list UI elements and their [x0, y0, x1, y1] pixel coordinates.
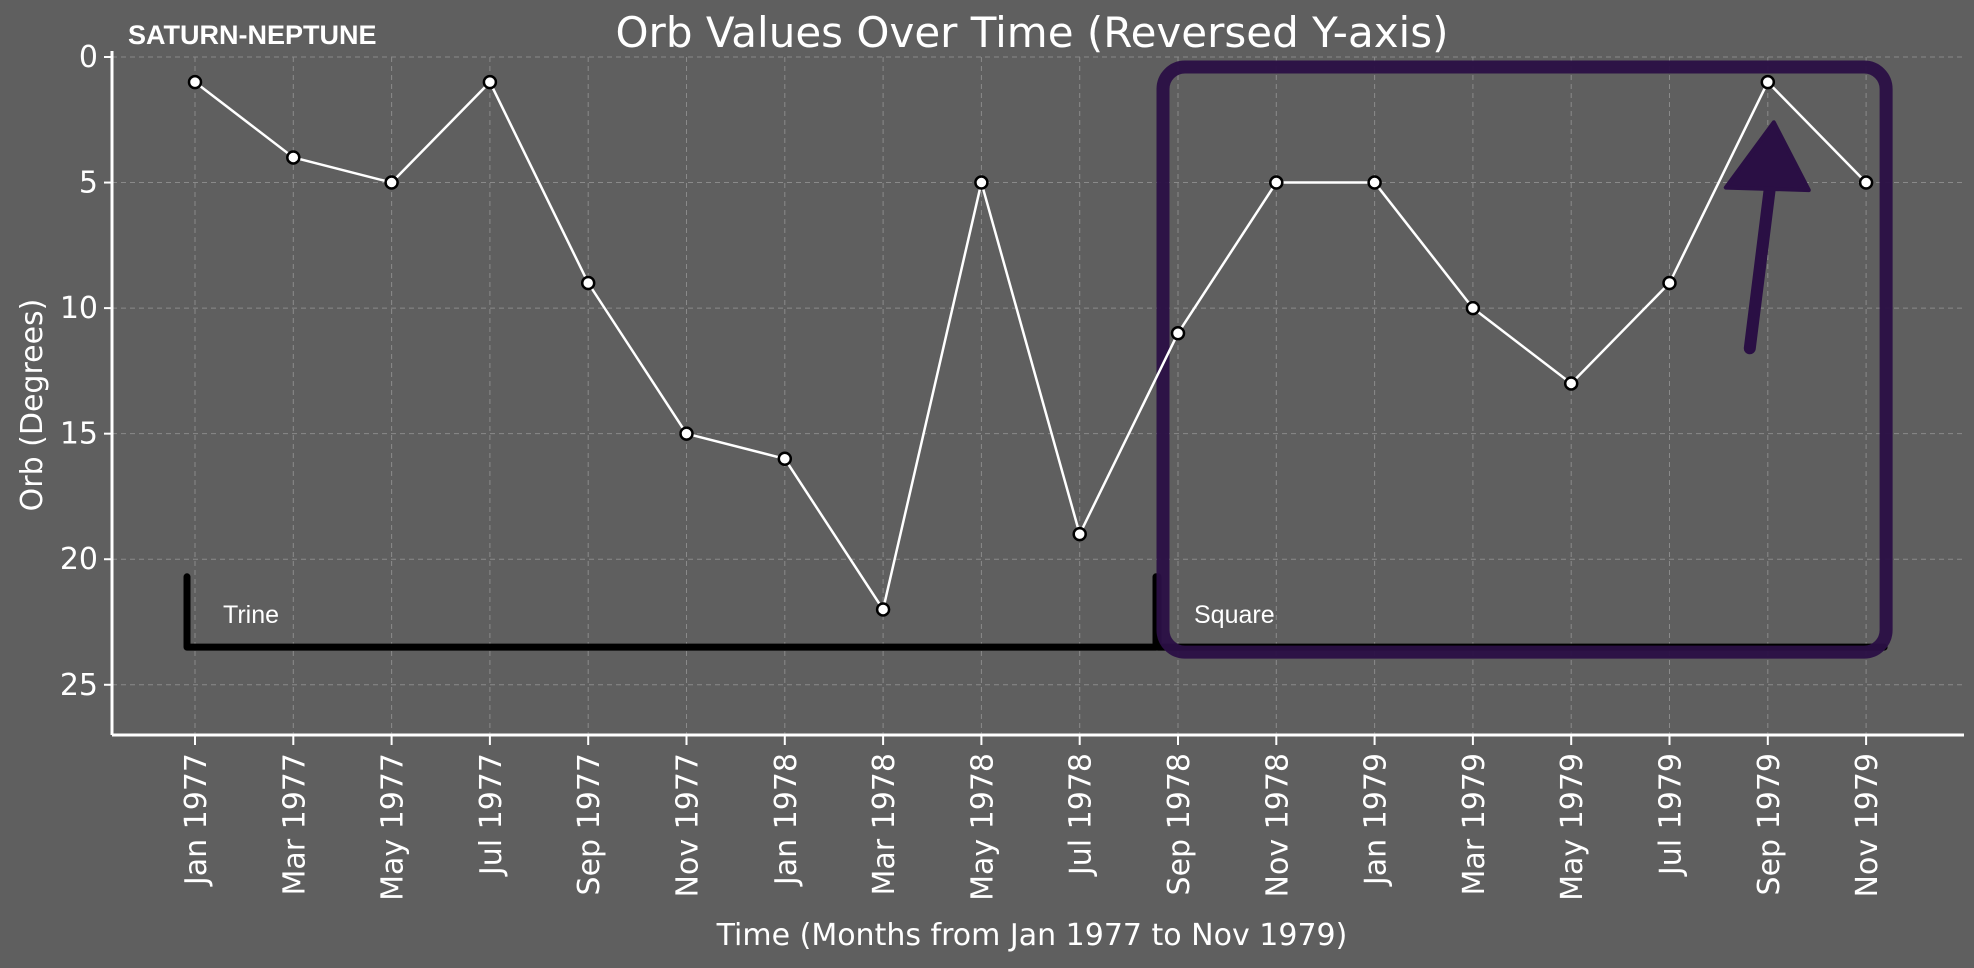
- x-tick-label: Jul 1978: [1064, 753, 1099, 877]
- highlight-arrow-head: [1723, 120, 1811, 193]
- x-tick-label: Jan 1979: [1359, 753, 1394, 887]
- x-tick-label: Mar 1979: [1457, 753, 1492, 896]
- axes-layer: [104, 51, 1964, 745]
- data-point: [384, 175, 399, 190]
- x-tick-label: May 1979: [1555, 753, 1590, 901]
- data-point: [875, 602, 891, 617]
- x-tick-label: Jul 1979: [1654, 753, 1689, 877]
- x-tick-label: Nov 1977: [671, 753, 706, 897]
- data-point: [679, 426, 694, 441]
- y-tick-label: 20: [60, 542, 98, 577]
- highlight-box: [1156, 60, 1893, 659]
- x-tick-label: Sep 1979: [1752, 753, 1787, 895]
- data-point: [1662, 275, 1677, 291]
- x-tick-label: May 1978: [965, 753, 1000, 901]
- x-tick-label: Sep 1978: [1162, 753, 1197, 895]
- data-point: [1858, 175, 1874, 190]
- x-tick-label: Mar 1977: [277, 753, 312, 896]
- x-tick-label: Jan 1978: [769, 753, 804, 887]
- tick-label-layer: Jan 1977 Mar 1977 May 1977 Jul 1977 Sep 1977…: [60, 40, 1885, 901]
- x-axis-title: Time (Months from Jan 1977 to Nov 1979): [716, 918, 1348, 953]
- y-axis-title: Orb (Degrees): [15, 299, 50, 512]
- annotation-label: Square: [1194, 601, 1275, 629]
- data-point: [1170, 325, 1186, 341]
- data-point: [1465, 300, 1481, 316]
- data-point: [580, 275, 596, 291]
- series-line: [194, 80, 1867, 611]
- highlight-arrow-shaft: [1743, 166, 1778, 355]
- y-tick-label: 0: [79, 40, 98, 75]
- data-point: [777, 451, 793, 467]
- y-tick-label: 15: [60, 417, 98, 452]
- x-tick-label: Mar 1978: [867, 753, 902, 896]
- data-point: [1563, 376, 1579, 391]
- data-point: [1269, 175, 1284, 190]
- corner-label: SATURN-NEPTUNE: [128, 20, 377, 50]
- x-tick-label: Nov 1979: [1850, 753, 1885, 897]
- data-point: [1760, 74, 1776, 90]
- x-tick-label: Sep 1977: [572, 753, 607, 895]
- annotation-label: Trine: [223, 601, 279, 629]
- y-tick-label: 5: [79, 166, 98, 201]
- series-layer: [187, 74, 1874, 617]
- data-point: [974, 175, 989, 190]
- y-tick-label: 25: [60, 668, 98, 703]
- chart-title: Orb Values Over Time (Reversed Y-axis): [616, 8, 1449, 57]
- data-point: [1072, 526, 1087, 542]
- x-tick-label: Nov 1978: [1260, 753, 1295, 897]
- data-point: [286, 150, 301, 165]
- data-point: [187, 74, 203, 90]
- y-tick-label: 10: [60, 291, 98, 326]
- x-tick-label: May 1977: [376, 753, 411, 901]
- x-tick-label: Jul 1977: [474, 753, 509, 877]
- annotation-bands: Trine Square: [183, 60, 1893, 659]
- x-tick-label: Jan 1977: [179, 753, 214, 887]
- data-point: [1367, 175, 1382, 190]
- data-point: [482, 74, 498, 90]
